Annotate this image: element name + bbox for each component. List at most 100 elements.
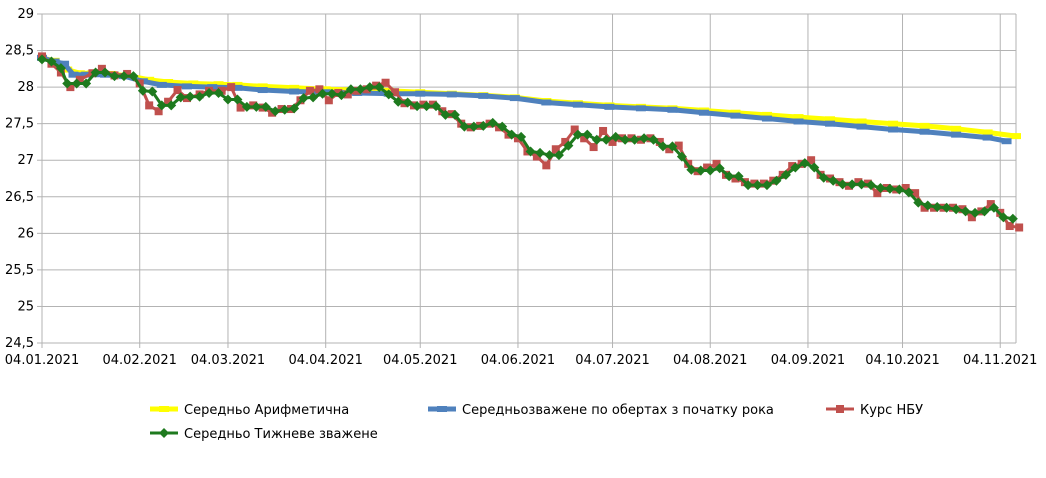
data-point xyxy=(487,117,498,128)
data-point xyxy=(185,91,196,102)
data-point xyxy=(381,78,390,87)
data-point xyxy=(123,69,132,78)
data-point xyxy=(901,184,910,193)
data-point xyxy=(66,83,75,92)
data-point xyxy=(884,183,895,194)
data-point xyxy=(62,78,73,89)
data-point xyxy=(415,90,426,97)
data-point xyxy=(232,94,243,105)
data-point xyxy=(686,164,697,175)
data-point xyxy=(960,206,971,217)
x-tick-label: 04.07.2021 xyxy=(575,353,649,368)
data-point xyxy=(374,82,385,93)
data-point xyxy=(599,126,608,135)
data-point xyxy=(932,202,943,213)
data-point xyxy=(731,174,740,183)
data-point xyxy=(733,171,744,182)
data-point xyxy=(920,203,929,212)
grid xyxy=(41,13,1017,344)
data-point xyxy=(591,134,602,145)
data-point xyxy=(355,84,366,95)
y-tick-label: 25,5 xyxy=(5,263,34,278)
data-point xyxy=(535,147,546,158)
data-point xyxy=(919,122,930,129)
data-point xyxy=(866,180,877,191)
data-point xyxy=(1015,223,1024,232)
data-point xyxy=(279,104,290,115)
data-point xyxy=(982,129,993,136)
data-point xyxy=(154,107,163,116)
data-point xyxy=(251,101,262,112)
y-tick-label: 28 xyxy=(17,80,34,95)
data-point xyxy=(979,206,990,217)
data-point xyxy=(222,94,233,105)
data-point xyxy=(431,101,442,112)
data-point xyxy=(635,105,646,112)
data-point xyxy=(308,92,319,103)
data-point xyxy=(364,82,375,93)
data-point xyxy=(807,156,816,165)
data-point xyxy=(919,128,930,135)
data-point xyxy=(270,106,281,117)
data-point xyxy=(941,202,952,213)
data-point xyxy=(580,134,589,143)
data-point xyxy=(506,129,517,140)
data-point xyxy=(724,171,735,182)
data-point xyxy=(213,81,224,88)
x-tick-label: 04.02.2021 xyxy=(102,353,176,368)
data-point xyxy=(144,76,155,83)
data-point xyxy=(217,86,226,95)
data-point xyxy=(970,207,981,218)
data-point xyxy=(676,151,687,162)
data-point xyxy=(305,86,314,95)
data-point xyxy=(81,78,92,89)
legend-swatch-marker xyxy=(836,405,844,413)
series-2 xyxy=(38,52,1024,232)
data-point xyxy=(324,96,333,105)
legend: Середньо Арифметична Середньозважене по о… xyxy=(150,403,923,442)
data-point xyxy=(752,180,763,191)
data-point xyxy=(998,212,1009,223)
data-point xyxy=(589,143,598,152)
data-point xyxy=(837,179,848,190)
data-point xyxy=(793,118,804,125)
data-point xyxy=(563,140,574,151)
data-point xyxy=(147,86,158,97)
data-point xyxy=(541,99,552,106)
data-point xyxy=(922,200,933,211)
data-point xyxy=(46,56,57,67)
data-point xyxy=(608,137,617,146)
data-point xyxy=(743,180,754,191)
data-point xyxy=(100,67,111,78)
data-point xyxy=(761,115,772,122)
legend-label: Середньо Арифметична xyxy=(184,403,349,418)
data-point xyxy=(109,71,120,82)
data-point xyxy=(412,101,423,112)
data-point xyxy=(967,213,976,222)
data-point xyxy=(532,152,541,161)
data-point xyxy=(570,125,579,134)
data-point xyxy=(478,120,489,131)
data-point xyxy=(343,90,352,99)
data-point xyxy=(173,86,182,95)
series-lines xyxy=(37,52,1024,232)
y-tick-label: 26 xyxy=(17,226,34,241)
legend-swatch-marker xyxy=(159,428,169,438)
data-point xyxy=(988,202,999,213)
data-point xyxy=(911,189,920,198)
series-3 xyxy=(37,54,1018,224)
data-point xyxy=(326,88,337,99)
data-point xyxy=(181,83,192,90)
data-point xyxy=(446,91,457,98)
data-point xyxy=(553,150,564,161)
data-point xyxy=(809,162,820,173)
data-point xyxy=(703,163,712,172)
data-point xyxy=(156,100,167,111)
data-point xyxy=(71,78,82,89)
data-point xyxy=(657,141,668,152)
data-point xyxy=(383,89,394,100)
data-point xyxy=(257,83,268,90)
legend-label: Середньо Тижневе зважене xyxy=(184,427,378,442)
x-tick-label: 04.03.2021 xyxy=(191,353,265,368)
data-point xyxy=(875,183,886,194)
